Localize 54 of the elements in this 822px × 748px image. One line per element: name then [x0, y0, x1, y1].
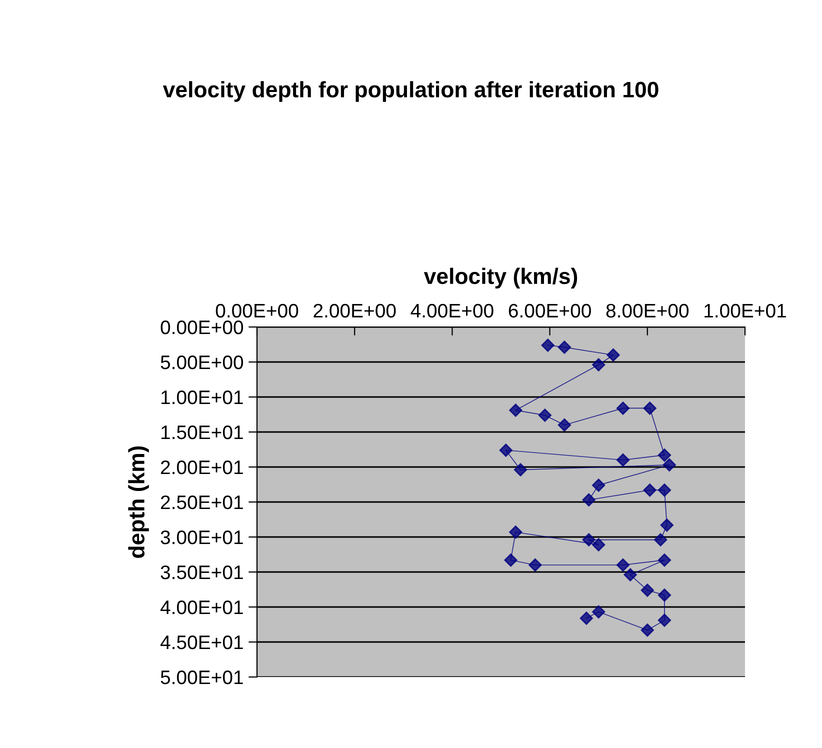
point: [558, 340, 572, 354]
point: [658, 484, 672, 497]
point: [592, 358, 606, 372]
y-tick-label: 5.00E+01: [160, 670, 243, 684]
point: [658, 588, 672, 602]
point: [580, 612, 593, 625]
point: [582, 493, 596, 506]
x-tick-label: 8.00E+00: [606, 304, 689, 318]
point: [509, 526, 522, 539]
point: [592, 478, 606, 492]
y-tick-label: 2.00E+01: [160, 460, 243, 474]
point: [660, 518, 674, 532]
point: [616, 402, 630, 415]
point: [538, 408, 552, 422]
x-tick-label: 2.00E+00: [314, 304, 396, 318]
point: [582, 533, 596, 546]
point: [558, 418, 572, 432]
point: [658, 448, 672, 462]
y-tick-label: 4.50E+01: [160, 635, 243, 650]
point: [658, 554, 672, 567]
point: [662, 458, 676, 472]
point: [514, 463, 528, 476]
point: [499, 444, 512, 457]
point: [643, 484, 656, 497]
y-tick-label: 1.50E+01: [161, 425, 243, 440]
y-tick-label: 3.50E+01: [160, 565, 243, 580]
point: [616, 453, 630, 467]
point: [654, 533, 668, 546]
point: [658, 614, 672, 627]
point: [624, 568, 637, 582]
point: [504, 554, 518, 567]
chart-title: velocity depth for population after iteration 100: [162, 81, 658, 102]
point: [528, 558, 542, 572]
point: [592, 605, 606, 618]
point: [643, 402, 656, 415]
point: [606, 348, 620, 362]
point: [541, 338, 554, 352]
point: [616, 558, 630, 572]
x-tick-label: 0.00E+00: [216, 304, 298, 318]
point: [592, 538, 606, 552]
x-tick-label: 1.00E+01: [704, 304, 786, 318]
x-axis-title: velocity (km/s): [424, 268, 578, 288]
y-tick-label: 3.00E+01: [160, 530, 243, 544]
point: [640, 584, 654, 597]
y-tick-label: 0.00E+00: [160, 320, 244, 334]
point: [640, 624, 654, 637]
point: [509, 404, 522, 417]
y-tick-label: 2.50E+01: [160, 495, 243, 510]
x-tick-label: 6.00E+00: [508, 304, 591, 318]
y-tick-label: 5.00E+00: [160, 355, 244, 370]
y-axis-title: depth (km): [128, 446, 149, 558]
y-tick-label: 1.00E+01: [161, 390, 243, 404]
x-tick-label: 4.00E+00: [410, 304, 494, 318]
y-tick-label: 4.00E+01: [160, 600, 243, 614]
